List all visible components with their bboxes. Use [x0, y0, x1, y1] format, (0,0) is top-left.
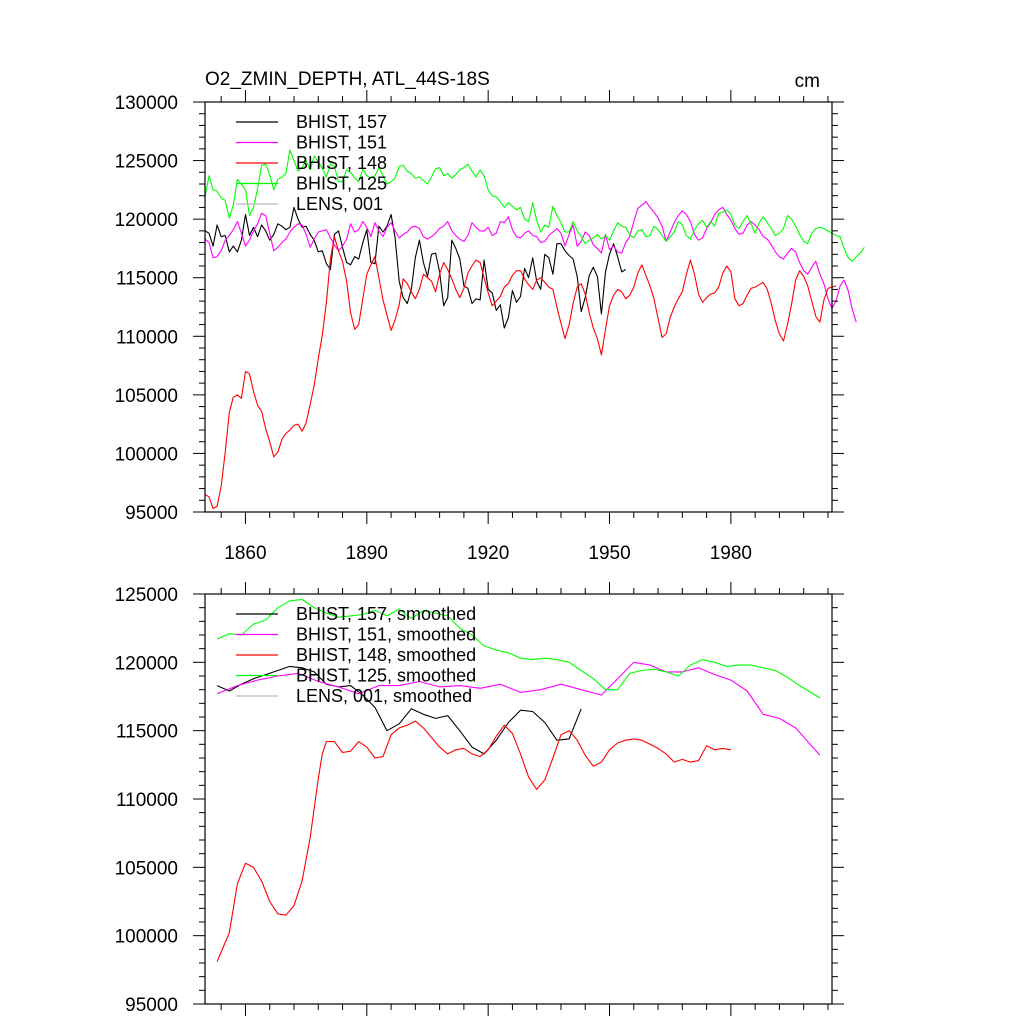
series-line-top-0 — [204, 206, 626, 329]
series-line-top-2 — [204, 236, 837, 510]
chart-title: O2_ZMIN_DEPTH, ATL_44S-18S — [205, 69, 490, 90]
x-tick-label: 1890 — [346, 543, 388, 564]
y-tick-label: 125000 — [115, 585, 178, 606]
y-tick-label: 100000 — [115, 927, 178, 948]
y-tick-label: 125000 — [115, 152, 178, 173]
x-tick-label: 1980 — [710, 543, 752, 564]
x-tick-label: 1920 — [467, 543, 509, 564]
legend-label: BHIST, 151, smoothed — [296, 625, 476, 645]
legend-label: BHIST, 125 — [296, 174, 387, 194]
y-tick-label: 120000 — [115, 653, 178, 674]
series-line-bottom-1 — [216, 661, 821, 756]
legend-label: BHIST, 148 — [296, 153, 387, 173]
y-tick-label: 95000 — [125, 995, 178, 1016]
y-tick-label: 100000 — [115, 444, 178, 465]
legend-label: LENS, 001, smoothed — [296, 686, 472, 706]
y-tick-label: 95000 — [125, 503, 178, 524]
y-tick-label: 120000 — [115, 210, 178, 231]
y-tick-label: 130000 — [115, 93, 178, 114]
legend-label: BHIST, 151 — [296, 133, 387, 153]
bottom-panel: 95000 100000 105000 110000 115000 120000 12500… — [115, 582, 844, 1016]
series-line-bottom-3 — [216, 598, 821, 699]
y-tick-label: 110000 — [116, 790, 178, 811]
y-tick-label: 105000 — [115, 858, 178, 879]
y-tick-label: 115000 — [116, 722, 178, 743]
series-line-bottom-0 — [216, 665, 582, 755]
series-line-top-1 — [204, 201, 857, 323]
series-line-top-3 — [204, 149, 865, 262]
legend-label: BHIST, 148, smoothed — [296, 645, 476, 665]
top-panel: 95000 100000 105000 110000 115000 120000 12500… — [115, 90, 865, 564]
y-tick-label: 115000 — [116, 269, 178, 290]
series-line-bottom-2 — [216, 720, 731, 962]
y-tick-label: 110000 — [116, 327, 178, 348]
plot-frame — [204, 101, 833, 513]
x-tick-label: 1950 — [588, 543, 630, 564]
units-label: cm — [795, 71, 820, 92]
x-tick-label: 1860 — [224, 543, 266, 564]
legend-label: BHIST, 157 — [296, 112, 387, 132]
legend-label: LENS, 001 — [296, 194, 383, 214]
legend-label: BHIST, 157, smoothed — [296, 604, 476, 624]
legend-label: BHIST, 125, smoothed — [296, 666, 476, 686]
y-tick-label: 105000 — [115, 386, 178, 407]
